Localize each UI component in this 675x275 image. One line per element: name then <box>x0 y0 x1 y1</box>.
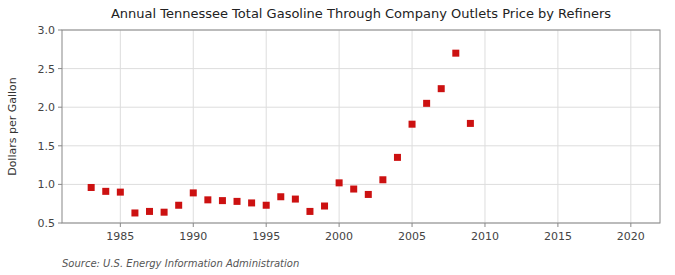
point <box>117 189 124 196</box>
point <box>102 188 109 195</box>
point <box>423 100 430 107</box>
point <box>350 186 357 193</box>
tick-label: 0.5 <box>38 217 56 230</box>
point <box>161 209 168 216</box>
grid-line <box>266 30 267 223</box>
point <box>409 121 416 128</box>
points <box>88 50 474 217</box>
grid-line <box>62 184 660 185</box>
tick-label: 1990 <box>179 230 207 243</box>
tick-label: 2.5 <box>38 63 56 76</box>
tick-label: 1.5 <box>38 140 56 153</box>
point <box>438 85 445 92</box>
grid <box>62 30 660 223</box>
grid-line <box>557 30 558 223</box>
tick <box>557 223 558 227</box>
tick-label: 2020 <box>617 230 645 243</box>
tick-label: 2005 <box>398 230 426 243</box>
point <box>146 208 153 215</box>
point <box>234 198 241 205</box>
tick <box>58 145 62 146</box>
source: Source: U.S. Energy Information Administ… <box>62 258 299 269</box>
y-axis-label: Dollars per Gallon <box>6 77 19 176</box>
point <box>131 209 138 216</box>
point <box>219 197 226 204</box>
tick <box>412 223 413 227</box>
grid-line <box>484 30 485 223</box>
tick <box>58 107 62 108</box>
grid-line <box>62 68 660 69</box>
tick-label: 2015 <box>544 230 572 243</box>
grid-line <box>339 30 340 223</box>
plot-frame <box>62 30 660 223</box>
point <box>248 199 255 206</box>
point <box>365 191 372 198</box>
chart: Annual Tennessee Total Gasoline Through … <box>0 0 675 275</box>
tick-label: 2.0 <box>38 101 56 114</box>
point <box>306 208 313 215</box>
tick-label: 2000 <box>325 230 353 243</box>
tick <box>193 223 194 227</box>
tick-label: 2010 <box>471 230 499 243</box>
tick <box>58 68 62 69</box>
tick-label: 1985 <box>106 230 134 243</box>
tick-label: 1995 <box>252 230 280 243</box>
point <box>277 193 284 200</box>
point <box>88 184 95 191</box>
axes: 0.5 1.0 1.5 2.0 2.5 3.0 1985 1990 1995 2000 2005 20… <box>38 24 661 243</box>
tick <box>630 223 631 227</box>
tick <box>339 223 340 227</box>
tick-label: 1.0 <box>38 178 56 191</box>
tick <box>58 223 62 224</box>
point <box>204 196 211 203</box>
point <box>379 176 386 183</box>
title: Annual Tennessee Total Gasoline Through … <box>111 6 611 21</box>
point <box>394 154 401 161</box>
tick <box>120 223 121 227</box>
tick-label: 3.0 <box>38 24 56 37</box>
tick <box>484 223 485 227</box>
point <box>336 179 343 186</box>
point <box>321 203 328 210</box>
point <box>467 120 474 127</box>
grid-line <box>62 107 660 108</box>
tick <box>266 223 267 227</box>
point <box>190 189 197 196</box>
point <box>263 202 270 209</box>
tick <box>58 30 62 31</box>
tick <box>58 184 62 185</box>
grid-line <box>62 145 660 146</box>
point <box>292 196 299 203</box>
point <box>175 202 182 209</box>
point <box>452 50 459 57</box>
grid-line <box>630 30 631 223</box>
